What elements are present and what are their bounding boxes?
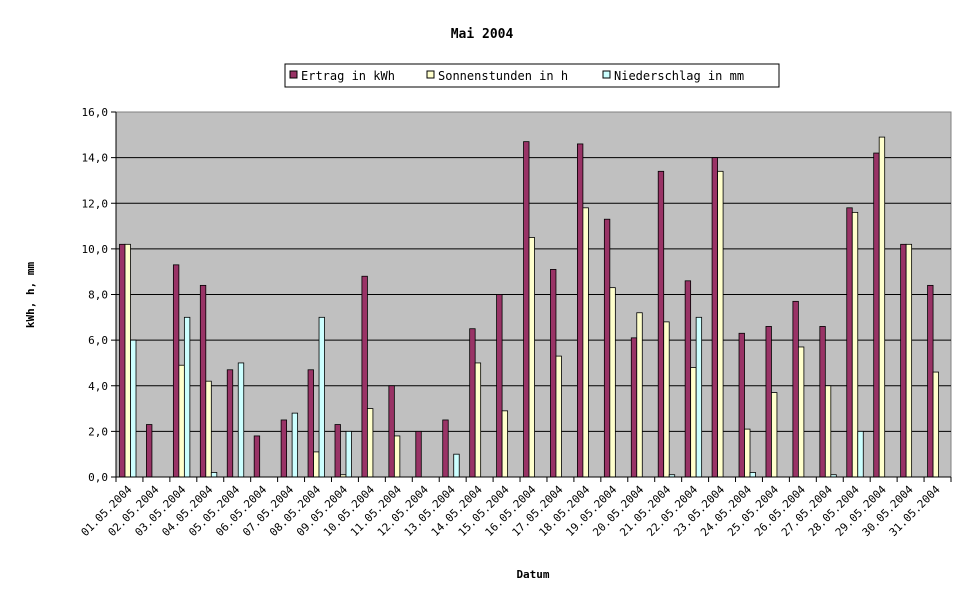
bar-sonnenstunden — [851, 211, 859, 478]
bar-ertrag — [388, 385, 395, 478]
bar-ertrag — [684, 280, 692, 478]
y-tick-labels: 0,0 2,0 4,0 6,0 8,0 10,0 12,0 14,0 16,0 — [82, 106, 109, 484]
bar-sonnenstunden — [771, 392, 778, 478]
bar-sonnenstunden — [932, 371, 939, 478]
bar-ertrag — [415, 430, 422, 478]
bar-ertrag — [442, 419, 449, 478]
bar-sonnenstunden — [609, 287, 616, 478]
y-tick-label: 0,0 — [88, 471, 108, 484]
bar-sonnenstunden — [367, 408, 374, 478]
bar-ertrag — [927, 284, 934, 478]
bar-ertrag — [603, 218, 611, 478]
bar-ertrag — [550, 269, 557, 478]
bar-ertrag — [630, 337, 638, 478]
bar-niederschlag — [318, 316, 325, 478]
bar-ertrag — [361, 275, 368, 478]
bar-ertrag — [146, 424, 153, 478]
y-tick-label: 8,0 — [88, 289, 108, 302]
bar-ertrag — [738, 332, 745, 478]
bars — [119, 136, 939, 478]
y-tick-label: 2,0 — [88, 425, 108, 438]
bar-niederschlag — [183, 316, 191, 478]
y-tick-label: 12,0 — [82, 197, 109, 210]
bar-ertrag — [711, 157, 718, 478]
bar-ertrag — [873, 152, 880, 478]
bar-ertrag — [172, 264, 180, 478]
bar-sonnenstunden — [582, 207, 589, 478]
y-tick-label: 14,0 — [82, 152, 109, 165]
legend-swatch-sonnenstunden — [426, 70, 435, 79]
bar-sonnenstunden — [393, 435, 401, 478]
legend-box — [284, 63, 780, 88]
bar-niederschlag — [210, 472, 218, 478]
bar-ertrag — [577, 143, 584, 478]
bar-ertrag — [846, 207, 853, 478]
legend-swatch-ertrag — [289, 70, 298, 79]
bar-sonnenstunden — [744, 428, 751, 478]
y-tick-label: 4,0 — [88, 380, 108, 393]
bar-sonnenstunden — [824, 385, 832, 478]
bar-sonnenstunden — [878, 136, 886, 478]
bar-sonnenstunden — [501, 410, 508, 478]
bar-sonnenstunden — [663, 321, 670, 478]
bar-ertrag — [226, 369, 234, 478]
bar-sonnenstunden — [690, 367, 697, 478]
legend-label-ertrag: Ertrag in kWh — [301, 69, 395, 83]
bar-sonnenstunden — [797, 346, 805, 478]
bar-ertrag — [199, 284, 207, 478]
y-tick-label: 10,0 — [82, 243, 109, 256]
y-tick-label: 16,0 — [82, 106, 109, 119]
bar-sonnenstunden — [124, 243, 131, 478]
bar-ertrag — [119, 243, 126, 478]
bar-ertrag — [523, 141, 530, 478]
bar-ertrag — [469, 328, 476, 478]
y-tick-label: 6,0 — [88, 334, 108, 347]
bar-ertrag — [496, 294, 503, 478]
bar-ertrag — [657, 170, 665, 478]
legend-swatch-niederschlag — [602, 70, 611, 79]
bar-sonnenstunden — [636, 312, 643, 478]
bar-niederschlag — [130, 339, 137, 478]
bar-ertrag — [819, 326, 826, 478]
bar-ertrag — [765, 326, 772, 478]
bar-niederschlag — [453, 453, 460, 478]
bar-sonnenstunden — [555, 355, 562, 478]
bar-ertrag — [280, 419, 288, 478]
x-tick-labels: 01.05.200402.05.200403.05.200404.05.2004… — [79, 483, 943, 539]
bar-sonnenstunden — [474, 362, 482, 478]
bar-sonnenstunden — [178, 364, 185, 478]
bar-ertrag — [792, 300, 799, 478]
legend-label-sonnenstunden: Sonnenstunden in h — [438, 69, 568, 83]
legend-label-niederschlag: Niederschlag in mm — [614, 69, 744, 83]
bar-sonnenstunden — [905, 243, 913, 478]
bar-ertrag — [307, 369, 314, 478]
bar-niederschlag — [237, 362, 245, 478]
bar-niederschlag — [291, 412, 299, 478]
bar-sonnenstunden — [717, 170, 724, 478]
bar-niederschlag — [749, 472, 756, 478]
legend: Ertrag in kWh Sonnenstunden in h Nieders… — [284, 63, 780, 88]
bar-niederschlag — [345, 430, 352, 478]
chart-title: Mai 2004 — [451, 27, 514, 42]
bar-ertrag — [900, 243, 907, 478]
bar-ertrag — [334, 424, 341, 478]
axes — [111, 111, 952, 482]
x-axis-label: Datum — [516, 568, 549, 581]
bar-ertrag — [253, 435, 261, 478]
bar-sonnenstunden — [528, 237, 535, 478]
bar-niederschlag — [695, 316, 703, 478]
bar-sonnenstunden — [205, 380, 212, 478]
bar-niederschlag — [857, 430, 864, 478]
y-axis-label: kWh, h, mm — [24, 262, 37, 329]
bar-sonnenstunden — [313, 451, 320, 478]
